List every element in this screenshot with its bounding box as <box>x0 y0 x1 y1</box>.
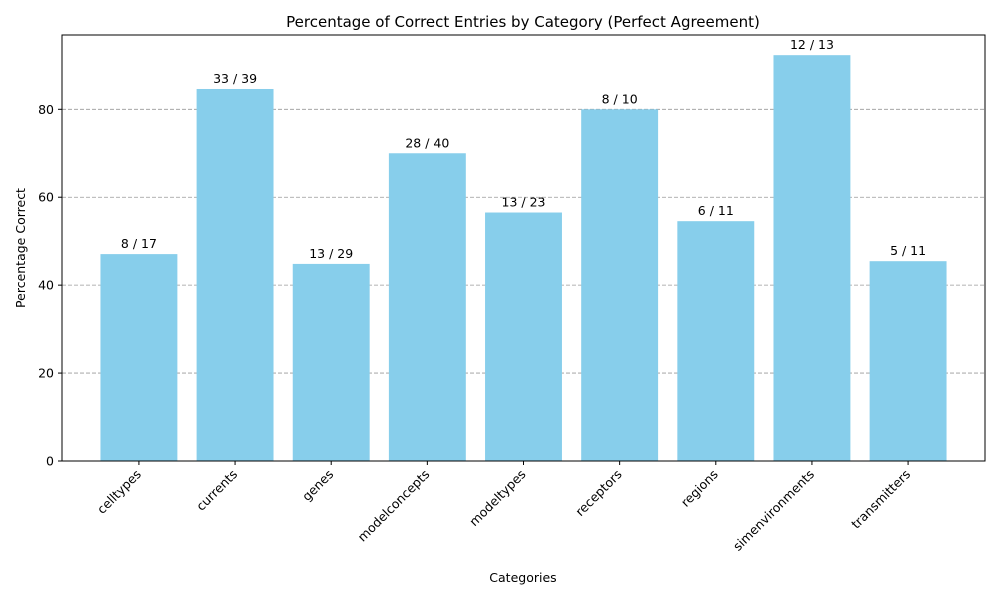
bar-value-label: 5 / 11 <box>890 243 926 258</box>
y-tick-label: 60 <box>38 190 54 205</box>
x-tick-label: celltypes <box>94 467 144 517</box>
y-axis-label: Percentage Correct <box>13 188 28 308</box>
bar <box>869 261 947 461</box>
bar <box>196 88 274 461</box>
bar-value-label: 12 / 13 <box>790 37 834 52</box>
y-tick-label: 40 <box>38 278 54 293</box>
bar <box>773 55 851 461</box>
bar-labels: 8 / 17 33 / 39 13 / 29 28 / 40 13 / 23 8 / 10… <box>121 37 926 261</box>
x-tick-label: receptors <box>572 467 625 520</box>
y-tick-label: 20 <box>38 366 54 381</box>
bar-value-label: 33 / 39 <box>213 71 257 86</box>
bar-value-label: 8 / 10 <box>602 91 638 106</box>
x-tick-label: modeltypes <box>466 467 528 529</box>
y-axis-ticks: 0 20 40 60 80 <box>38 102 62 469</box>
x-tick-label: genes <box>299 467 336 504</box>
bar <box>292 263 370 461</box>
bar-value-label: 8 / 17 <box>121 236 157 251</box>
x-tick-label: currents <box>193 467 240 514</box>
x-axis-label: Categories <box>489 570 556 585</box>
x-tick-label: modelconcepts <box>354 467 432 545</box>
x-tick-label: simenvironments <box>730 467 817 554</box>
chart-title: Percentage of Correct Entries by Categor… <box>286 13 760 31</box>
x-tick-label: transmitters <box>848 467 913 532</box>
bar-value-label: 13 / 23 <box>502 195 546 210</box>
x-tick-label: regions <box>678 467 721 510</box>
bars <box>100 55 947 461</box>
bar <box>677 221 755 461</box>
bar <box>388 153 466 461</box>
y-tick-label: 0 <box>46 454 54 469</box>
bar-value-label: 13 / 29 <box>309 246 353 261</box>
bar <box>581 109 659 461</box>
bar <box>100 254 178 461</box>
y-tick-label: 80 <box>38 102 54 117</box>
x-axis-ticks: celltypes currents genes modelconcepts model… <box>94 461 913 554</box>
bar <box>485 212 562 461</box>
bar-value-label: 6 / 11 <box>698 203 734 218</box>
bar-value-label: 28 / 40 <box>405 135 449 150</box>
